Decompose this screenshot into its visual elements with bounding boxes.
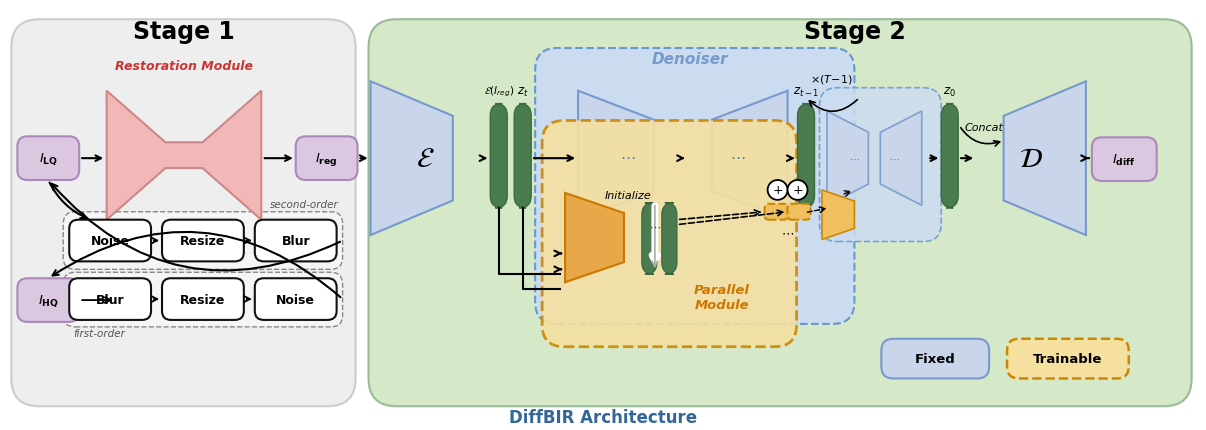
FancyBboxPatch shape (69, 220, 151, 262)
Polygon shape (880, 112, 921, 206)
Text: $\cdots$: $\cdots$ (730, 148, 745, 163)
Text: $z_{t-1}$: $z_{t-1}$ (794, 85, 819, 98)
Polygon shape (712, 92, 788, 220)
FancyBboxPatch shape (63, 212, 343, 270)
Text: $\cdots$: $\cdots$ (649, 221, 661, 231)
FancyBboxPatch shape (162, 279, 244, 320)
Polygon shape (822, 190, 854, 240)
Polygon shape (106, 92, 262, 220)
Polygon shape (578, 92, 654, 220)
FancyBboxPatch shape (1007, 339, 1129, 378)
Text: Concat: Concat (965, 123, 1003, 133)
Polygon shape (1003, 82, 1085, 236)
Polygon shape (370, 82, 452, 236)
FancyBboxPatch shape (254, 220, 336, 262)
Circle shape (768, 181, 788, 200)
Text: $\mathcal{D}$: $\mathcal{D}$ (1019, 145, 1043, 172)
Text: $\times(T\!-\!1)$: $\times(T\!-\!1)$ (810, 73, 853, 86)
FancyBboxPatch shape (63, 273, 343, 327)
Text: $\mathbf{\mathit{I}_{reg}}$: $\mathbf{\mathit{I}_{reg}}$ (315, 150, 338, 167)
Text: $\cdots$: $\cdots$ (849, 154, 860, 164)
FancyBboxPatch shape (797, 104, 814, 208)
Text: $\mathcal{E}$: $\mathcal{E}$ (416, 145, 434, 172)
FancyBboxPatch shape (662, 203, 677, 275)
Circle shape (788, 181, 808, 200)
Text: Stage 2: Stage 2 (803, 20, 906, 44)
Text: Parallel
Module: Parallel Module (693, 283, 750, 311)
Text: Fixed: Fixed (915, 352, 955, 365)
FancyBboxPatch shape (514, 104, 531, 208)
Text: Blur: Blur (95, 293, 124, 306)
Text: Denoiser: Denoiser (651, 52, 728, 67)
Polygon shape (566, 194, 624, 283)
FancyBboxPatch shape (69, 279, 151, 320)
Text: Resize: Resize (180, 293, 226, 306)
FancyBboxPatch shape (162, 220, 244, 262)
Text: second-order: second-order (270, 200, 339, 209)
Text: Noise: Noise (90, 234, 129, 247)
Text: $\cdots$: $\cdots$ (889, 154, 900, 164)
FancyBboxPatch shape (820, 89, 941, 242)
FancyBboxPatch shape (788, 204, 810, 220)
Text: first-order: first-order (74, 328, 125, 338)
FancyBboxPatch shape (295, 137, 357, 181)
Text: $z_t$: $z_t$ (517, 85, 528, 98)
Text: $+$: $+$ (792, 184, 803, 197)
Text: DiffBIR Architecture: DiffBIR Architecture (509, 408, 697, 426)
FancyBboxPatch shape (543, 121, 796, 347)
FancyBboxPatch shape (491, 104, 508, 208)
Text: $\cdots$: $\cdots$ (781, 226, 794, 239)
FancyBboxPatch shape (535, 49, 854, 324)
FancyBboxPatch shape (642, 203, 657, 275)
Text: $\mathcal{E}(I_{reg})$: $\mathcal{E}(I_{reg})$ (484, 84, 514, 98)
Text: $\mathbf{\mathit{I}_{diff}}$: $\mathbf{\mathit{I}_{diff}}$ (1112, 152, 1136, 167)
FancyBboxPatch shape (369, 20, 1192, 406)
FancyBboxPatch shape (882, 339, 989, 378)
FancyBboxPatch shape (1091, 138, 1157, 181)
FancyBboxPatch shape (17, 137, 80, 181)
Text: Trainable: Trainable (1034, 352, 1102, 365)
Text: $\cdots$: $\cdots$ (620, 148, 636, 163)
FancyBboxPatch shape (17, 279, 80, 322)
Text: Initialize: Initialize (604, 190, 651, 200)
Polygon shape (827, 112, 868, 206)
Text: Restoration Module: Restoration Module (115, 60, 253, 73)
FancyBboxPatch shape (941, 104, 959, 208)
FancyBboxPatch shape (254, 279, 336, 320)
FancyBboxPatch shape (11, 20, 356, 406)
Text: $+$: $+$ (772, 184, 783, 197)
Text: Resize: Resize (180, 234, 226, 247)
Text: $\mathbf{\mathit{I}_{LQ}}$: $\mathbf{\mathit{I}_{LQ}}$ (39, 151, 58, 167)
Text: $\mathbf{\mathit{I}_{HQ}}$: $\mathbf{\mathit{I}_{HQ}}$ (37, 292, 59, 308)
Text: $z_0$: $z_0$ (943, 85, 956, 98)
Text: Noise: Noise (276, 293, 315, 306)
Text: Stage 1: Stage 1 (133, 20, 235, 44)
Text: Blur: Blur (281, 234, 310, 247)
FancyBboxPatch shape (765, 204, 788, 220)
